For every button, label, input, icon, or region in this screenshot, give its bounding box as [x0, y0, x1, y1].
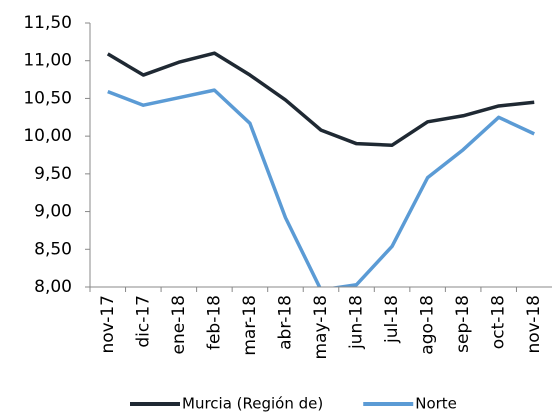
x-tick-label: oct-18 — [489, 295, 509, 349]
x-tick-label: feb-18 — [204, 295, 224, 350]
x-tick-label: abr-18 — [275, 295, 295, 350]
y-tick-label: 9,50 — [34, 164, 72, 184]
y-tick-label: 11,00 — [23, 51, 72, 71]
x-tick-label: dic-17 — [133, 295, 153, 348]
legend-label: Norte — [415, 395, 457, 413]
y-tick-label: 8,50 — [34, 239, 72, 259]
x-tick-label: sep-18 — [453, 295, 473, 353]
x-tick-label: jul-18 — [382, 295, 402, 344]
x-tick-label: nov-18 — [524, 295, 544, 354]
series-line — [107, 88, 535, 287]
x-tick-label: ene-18 — [169, 295, 189, 354]
series-line — [106, 51, 535, 147]
x-tick-label: nov-17 — [98, 295, 118, 354]
y-tick-label: 9,00 — [34, 202, 72, 222]
x-tick-label: may-18 — [311, 295, 331, 360]
y-tick-label: 8,00 — [34, 277, 72, 297]
x-tick-label: jun-18 — [347, 295, 367, 350]
y-tick-label: 10,00 — [23, 126, 72, 146]
y-tick-label: 11,50 — [23, 13, 72, 33]
x-tick-label: mar-18 — [240, 295, 260, 356]
y-tick-label: 10,50 — [23, 88, 72, 108]
legend-label: Murcia (Región de) — [182, 395, 323, 413]
x-tick-label: ago-18 — [418, 295, 438, 355]
